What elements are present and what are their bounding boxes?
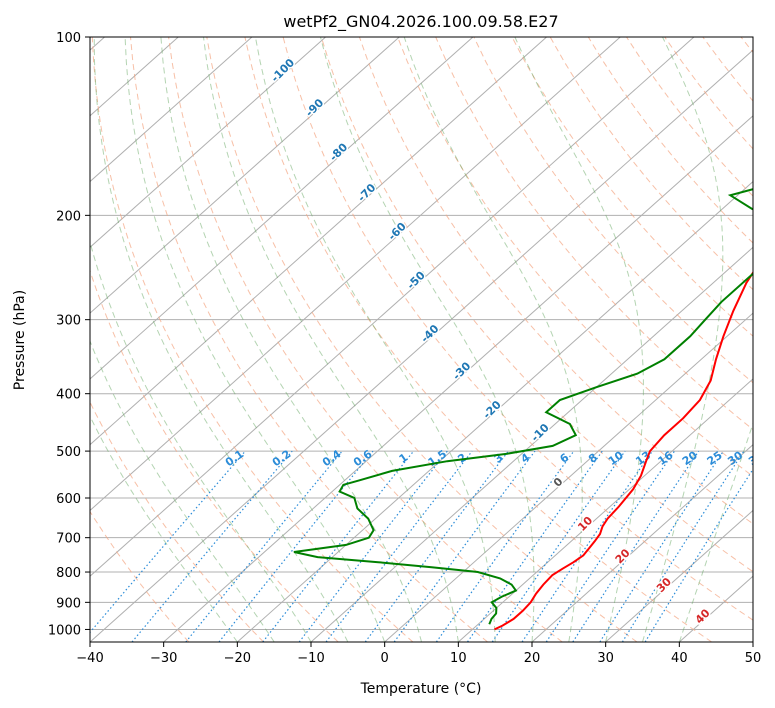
isotherm-line [90, 37, 695, 577]
x-tick-label: 0 [381, 651, 389, 666]
moist-adiabat [160, 37, 422, 642]
x-tick-label: 40 [671, 651, 688, 666]
isotherm-line [384, 312, 753, 642]
mixing-ratio-line [218, 450, 374, 642]
y-tick-label: 100 [56, 31, 81, 46]
profiles [293, 188, 753, 631]
background-lines [90, 37, 753, 642]
y-tick-label: 700 [56, 532, 81, 547]
dry-adiabat [206, 37, 638, 642]
y-tick-label: 200 [56, 209, 81, 224]
mixing-ratio-line [572, 450, 700, 642]
x-tick-label: −10 [297, 651, 324, 666]
isotherm-line [90, 37, 400, 314]
isotherm-line [237, 180, 753, 642]
x-tick-label: 50 [745, 651, 762, 666]
dry-adiabat [358, 37, 753, 525]
moist-adiabat [90, 339, 275, 642]
x-axis: −40 −30 −20 −10 0 10 20 30 40 50 [76, 642, 761, 666]
isotherm-line [752, 641, 753, 642]
isotherm-line [90, 37, 326, 249]
moist-adiabat [678, 421, 753, 642]
mixing-ratio-line [467, 450, 603, 642]
mixing-ratio-line [599, 450, 724, 642]
dry-adiabat [90, 269, 339, 642]
dry-adiabat [320, 37, 753, 573]
y-tick-label: 300 [56, 314, 81, 329]
dry-adiabat [244, 37, 712, 642]
dry-adiabat [168, 37, 563, 642]
dry-adiabat [90, 510, 190, 642]
y-tick-label: 1000 [48, 623, 81, 638]
temperature-profile [494, 270, 753, 631]
moist-adiabat [514, 37, 644, 642]
moist-adiabat [203, 37, 459, 642]
mixing-ratio-line [325, 450, 473, 642]
chart-title: wetPf2_GN04.2026.100.09.58.E27 [283, 12, 558, 32]
moist-adiabat [254, 37, 496, 642]
mixing-ratio-line [621, 450, 745, 642]
moist-adiabat [90, 415, 238, 642]
isotherm-line [90, 37, 253, 183]
isotherm-line [531, 444, 753, 642]
plot-background [90, 37, 753, 642]
x-tick-label: 30 [597, 651, 614, 666]
dry-adiabat [397, 37, 753, 478]
x-axis-label: Temperature (°C) [360, 681, 482, 697]
isotherm-line [90, 37, 621, 512]
dry-adiabat [511, 37, 753, 337]
dry-adiabat [282, 37, 753, 621]
isotherm-line [90, 37, 547, 446]
dry-adiabat [435, 37, 753, 431]
dry-adiabat [473, 37, 753, 384]
isotherm-line [163, 115, 753, 642]
mixing-ratio-label: 36 [746, 448, 766, 468]
y-tick-label: 500 [56, 445, 81, 460]
isotherm-line [458, 378, 753, 642]
moist-adiabat [642, 37, 724, 642]
dewpoint-profile [293, 188, 753, 625]
y-axis-label: Pressure (hPa) [12, 290, 28, 390]
x-tick-label: 10 [450, 651, 467, 666]
moist-adiabat [403, 37, 583, 642]
moist-adiabat [320, 37, 535, 642]
mixing-ratio-line [131, 450, 293, 642]
y-tick-label: 900 [56, 596, 81, 611]
mixing-ratio-line [521, 450, 653, 642]
dry-adiabat [130, 37, 488, 642]
y-axis: 100 200 300 400 500 600 700 800 900 1000 [48, 31, 90, 638]
mixing-ratio-line [364, 450, 509, 642]
isotherm-line [90, 37, 474, 380]
mixing-ratio-line [435, 450, 575, 642]
moist-adiabat [93, 37, 349, 642]
plot-frame [89, 36, 754, 643]
y-tick-label: 800 [56, 566, 81, 581]
y-tick-label: 400 [56, 388, 81, 403]
moist-adiabat [124, 37, 386, 642]
mixing-ratio-line [393, 450, 536, 642]
y-tick-label: 600 [56, 492, 81, 507]
x-tick-label: −30 [150, 651, 177, 666]
x-tick-label: −20 [224, 651, 251, 666]
x-tick-label: 20 [524, 651, 541, 666]
x-tick-label: −40 [76, 651, 103, 666]
mixing-ratio-line [491, 450, 626, 642]
mixing-ratio-line [545, 450, 675, 642]
isotherm-line [605, 509, 753, 642]
mixing-ratio-line [185, 450, 343, 642]
